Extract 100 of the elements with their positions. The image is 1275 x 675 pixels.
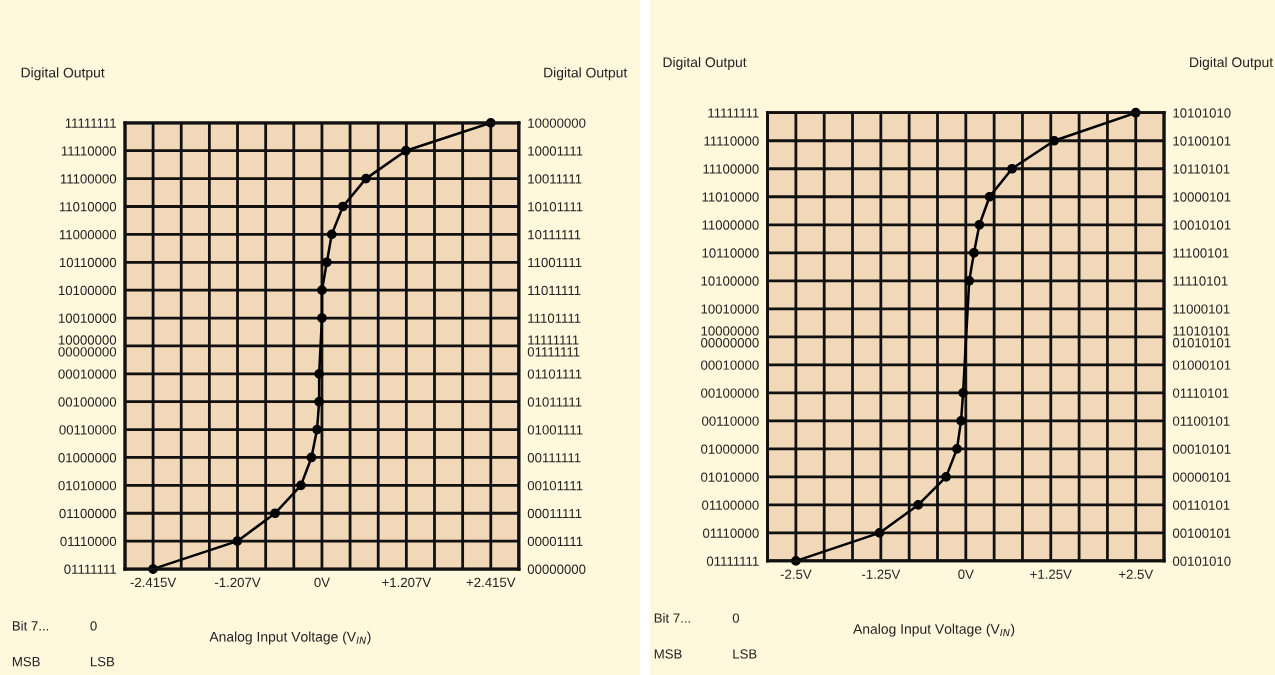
y2-tick-label: 11100101 [1173,248,1229,258]
y2-tick-label: 10111111 [528,229,581,240]
y2-tick-label: 00010101 [1172,444,1231,454]
y2-tick-label: 10001111 [528,146,583,156]
x-tick-label: +1.207V [382,577,432,588]
y-tick-label: 10100000 [58,285,117,296]
point [913,500,924,510]
y2-tick-label: 00000101 [1172,472,1231,482]
y2-tick-label: 10110101 [1173,164,1230,174]
y-tick-label: 11010000 [59,202,117,212]
y-tick-label: 10100000 [701,276,759,286]
y-tick-label: 00110000 [702,416,759,426]
text: MSB [654,649,682,659]
y-tick-label: 11100000 [703,164,759,174]
point [958,387,968,398]
x-tick-label: +2.415V [466,577,516,588]
x-tick-label: +1.25V [1030,569,1072,579]
y2-tick-label: 11000101 [1173,304,1230,314]
y-tick-label: 11000000 [59,229,117,240]
y2-tick-label: 01100101 [1172,416,1230,426]
y-tick-label: 10000000 00000000 [701,326,759,348]
y-tick-label: 11111111 [708,108,759,118]
y-axis-title: Digital Output [21,67,105,81]
point [317,313,327,323]
text: 0 [732,613,740,623]
point [317,285,327,296]
y-tick-label: 01100000 [59,508,117,519]
point [400,145,411,156]
point [969,247,979,258]
y-tick-label: 00010000 [701,360,759,370]
x-tick-label: +2.5V [1118,569,1154,579]
point [296,480,306,491]
y-tick-label: 01000000 [701,444,759,454]
point [338,201,348,212]
y-tick-label: 10000000 00000000 [58,335,117,357]
y-tick-label: 10110000 [59,257,117,268]
x-tick-label: 0V [314,577,330,588]
text: LSB [733,649,757,659]
x-axis-title: Analog Input Voltage (V$_{IN}$) [209,631,371,645]
y2-tick-label: 01001111 [527,425,583,435]
x-tick-label: -2.415V [130,577,177,588]
y2-tick-label: 01110101 [1172,388,1229,398]
y2-tick-label: 11111111 01111111 [527,335,580,357]
point [312,424,322,435]
point [314,368,325,379]
y-tick-label: 01111111 [64,564,116,574]
y2-tick-label: 10000101 [1173,192,1231,202]
text: Bit 7... [12,620,49,631]
y2-tick-label: 00000000 [527,564,586,574]
y2-tick-label: 10100101 [1173,136,1231,146]
point [1007,163,1017,174]
text: Bit 7... [654,613,690,623]
y2-tick-label: 00110101 [1172,500,1230,510]
y-tick-label: 00100000 [58,397,117,407]
text: LSB [90,656,115,667]
y2-tick-label: 10101010 [1173,108,1231,118]
y2-tick-label: 01101111 [527,369,582,379]
x-tick-label: -1.207V [215,577,261,588]
point [984,191,995,202]
y-tick-label: 01110000 [702,528,759,538]
y-tick-label: 11110000 [61,146,117,156]
y2-tick-label: 00100101 [1172,528,1231,538]
y-tick-label: 01010000 [701,472,759,482]
y-tick-label: 10110000 [702,248,759,258]
y-tick-label: 01111111 [706,556,759,566]
x-tick-label: -2.5V [780,569,812,579]
y2-tick-label: 00101010 [1172,556,1231,566]
y2-tick-label: 10011111 [528,174,582,184]
y2-tick-label: 11110101 [1173,276,1228,286]
y2-axis-title: Digital Output [544,67,628,81]
y-tick-label: 00100000 [701,388,759,398]
y-tick-label: 01000000 [58,453,117,463]
x-tick-label: -1.25V [861,569,901,579]
y2-tick-label: 00001111 [527,536,583,547]
point [941,472,951,482]
point [874,528,885,538]
y-tick-label: 10010000 [701,304,759,314]
y2-tick-label: 11101111 [528,313,581,323]
point [1049,135,1060,146]
point [964,275,975,286]
point [321,257,332,268]
text: 0 [90,621,97,631]
y2-tick-label: 11010101 01010101 [1172,326,1231,348]
point [270,508,280,519]
x-tick-label: 0V [958,569,974,579]
y-tick-label: 01110000 [60,536,117,547]
y2-axis-title: Digital Output [1190,56,1274,70]
point [952,444,962,454]
y2-tick-label: 00101111 [527,480,583,491]
y-axis-title: Digital Output [663,56,747,70]
y-tick-label: 10010000 [58,313,117,323]
y-tick-label: 11110000 [704,136,759,146]
point [306,452,317,463]
y2-tick-label: 01000101 [1172,360,1231,370]
y-tick-label: 00010000 [58,369,117,379]
y2-tick-label: 10000000 [528,118,586,128]
y-tick-label: 11100000 [60,174,117,184]
y-tick-label: 01010000 [58,480,117,491]
y2-tick-label: 00011111 [527,508,582,519]
point [232,536,243,547]
